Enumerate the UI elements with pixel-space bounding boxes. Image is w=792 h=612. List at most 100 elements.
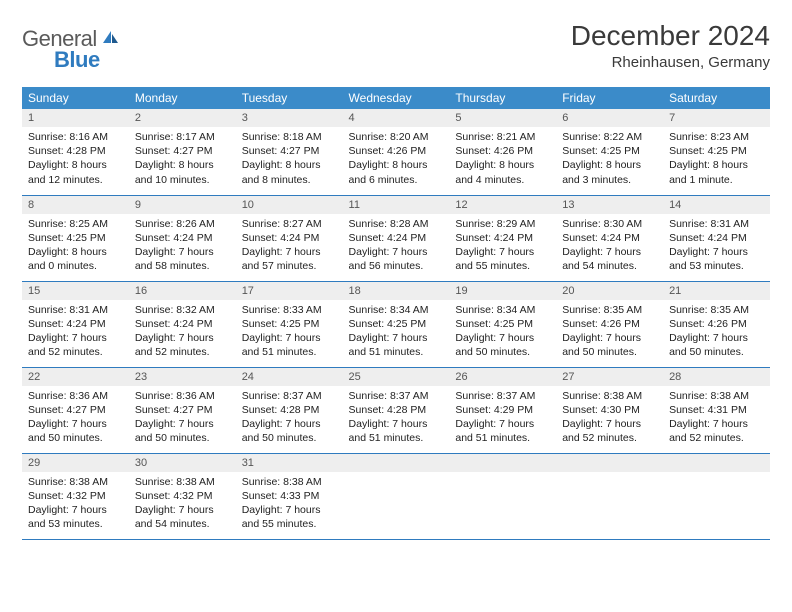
calendar-day-cell: 29Sunrise: 8:38 AMSunset: 4:32 PMDayligh… — [22, 453, 129, 539]
day-data: Sunrise: 8:20 AMSunset: 4:26 PMDaylight:… — [343, 127, 450, 191]
day-header: Monday — [129, 87, 236, 109]
day-data: Sunrise: 8:34 AMSunset: 4:25 PMDaylight:… — [343, 300, 450, 364]
day-data: Sunrise: 8:31 AMSunset: 4:24 PMDaylight:… — [22, 300, 129, 364]
calendar-day-cell: 19Sunrise: 8:34 AMSunset: 4:25 PMDayligh… — [449, 281, 556, 367]
day-data: Sunrise: 8:18 AMSunset: 4:27 PMDaylight:… — [236, 127, 343, 191]
calendar-day-cell: 11Sunrise: 8:28 AMSunset: 4:24 PMDayligh… — [343, 195, 450, 281]
day-data: Sunrise: 8:31 AMSunset: 4:24 PMDaylight:… — [663, 214, 770, 278]
day-data: Sunrise: 8:25 AMSunset: 4:25 PMDaylight:… — [22, 214, 129, 278]
day-number: 5 — [449, 109, 556, 127]
logo-sail-icon — [101, 29, 121, 50]
day-number: 12 — [449, 196, 556, 214]
day-number: 6 — [556, 109, 663, 127]
calendar-day-cell: 3Sunrise: 8:18 AMSunset: 4:27 PMDaylight… — [236, 109, 343, 195]
calendar-week-row: 8Sunrise: 8:25 AMSunset: 4:25 PMDaylight… — [22, 195, 770, 281]
day-number: 13 — [556, 196, 663, 214]
day-header: Wednesday — [343, 87, 450, 109]
day-data: Sunrise: 8:38 AMSunset: 4:31 PMDaylight:… — [663, 386, 770, 450]
day-number: 26 — [449, 368, 556, 386]
day-number: 25 — [343, 368, 450, 386]
calendar-day-cell: 6Sunrise: 8:22 AMSunset: 4:25 PMDaylight… — [556, 109, 663, 195]
calendar-day-cell: 5Sunrise: 8:21 AMSunset: 4:26 PMDaylight… — [449, 109, 556, 195]
title-block: December 2024 Rheinhausen, Germany — [571, 20, 770, 71]
day-header-row: SundayMondayTuesdayWednesdayThursdayFrid… — [22, 87, 770, 109]
day-data: Sunrise: 8:33 AMSunset: 4:25 PMDaylight:… — [236, 300, 343, 364]
day-number: 24 — [236, 368, 343, 386]
calendar-day-cell: 27Sunrise: 8:38 AMSunset: 4:30 PMDayligh… — [556, 367, 663, 453]
calendar-day-cell: 24Sunrise: 8:37 AMSunset: 4:28 PMDayligh… — [236, 367, 343, 453]
calendar-day-cell: 30Sunrise: 8:38 AMSunset: 4:32 PMDayligh… — [129, 453, 236, 539]
calendar-empty-cell — [556, 453, 663, 539]
calendar-week-row: 1Sunrise: 8:16 AMSunset: 4:28 PMDaylight… — [22, 109, 770, 195]
day-data: Sunrise: 8:17 AMSunset: 4:27 PMDaylight:… — [129, 127, 236, 191]
calendar-day-cell: 13Sunrise: 8:30 AMSunset: 4:24 PMDayligh… — [556, 195, 663, 281]
day-data: Sunrise: 8:37 AMSunset: 4:28 PMDaylight:… — [236, 386, 343, 450]
day-number: 2 — [129, 109, 236, 127]
day-number: 18 — [343, 282, 450, 300]
calendar-day-cell: 14Sunrise: 8:31 AMSunset: 4:24 PMDayligh… — [663, 195, 770, 281]
day-header: Thursday — [449, 87, 556, 109]
calendar-day-cell: 22Sunrise: 8:36 AMSunset: 4:27 PMDayligh… — [22, 367, 129, 453]
day-number: 22 — [22, 368, 129, 386]
day-data: Sunrise: 8:21 AMSunset: 4:26 PMDaylight:… — [449, 127, 556, 191]
day-data: Sunrise: 8:37 AMSunset: 4:29 PMDaylight:… — [449, 386, 556, 450]
day-data: Sunrise: 8:29 AMSunset: 4:24 PMDaylight:… — [449, 214, 556, 278]
day-number: 31 — [236, 454, 343, 472]
day-header: Saturday — [663, 87, 770, 109]
day-number: 28 — [663, 368, 770, 386]
calendar-day-cell: 25Sunrise: 8:37 AMSunset: 4:28 PMDayligh… — [343, 367, 450, 453]
day-number: 4 — [343, 109, 450, 127]
logo-text-blue: Blue — [54, 47, 100, 73]
calendar-day-cell: 1Sunrise: 8:16 AMSunset: 4:28 PMDaylight… — [22, 109, 129, 195]
calendar-day-cell: 9Sunrise: 8:26 AMSunset: 4:24 PMDaylight… — [129, 195, 236, 281]
day-number: 17 — [236, 282, 343, 300]
calendar-week-row: 15Sunrise: 8:31 AMSunset: 4:24 PMDayligh… — [22, 281, 770, 367]
day-data: Sunrise: 8:38 AMSunset: 4:32 PMDaylight:… — [129, 472, 236, 536]
calendar-day-cell: 18Sunrise: 8:34 AMSunset: 4:25 PMDayligh… — [343, 281, 450, 367]
calendar-day-cell: 26Sunrise: 8:37 AMSunset: 4:29 PMDayligh… — [449, 367, 556, 453]
day-number: 29 — [22, 454, 129, 472]
calendar-day-cell: 15Sunrise: 8:31 AMSunset: 4:24 PMDayligh… — [22, 281, 129, 367]
day-number: 11 — [343, 196, 450, 214]
day-data: Sunrise: 8:34 AMSunset: 4:25 PMDaylight:… — [449, 300, 556, 364]
day-data: Sunrise: 8:30 AMSunset: 4:24 PMDaylight:… — [556, 214, 663, 278]
day-data: Sunrise: 8:38 AMSunset: 4:30 PMDaylight:… — [556, 386, 663, 450]
day-header: Tuesday — [236, 87, 343, 109]
calendar-day-cell: 4Sunrise: 8:20 AMSunset: 4:26 PMDaylight… — [343, 109, 450, 195]
day-data: Sunrise: 8:16 AMSunset: 4:28 PMDaylight:… — [22, 127, 129, 191]
calendar-day-cell: 16Sunrise: 8:32 AMSunset: 4:24 PMDayligh… — [129, 281, 236, 367]
day-data: Sunrise: 8:27 AMSunset: 4:24 PMDaylight:… — [236, 214, 343, 278]
calendar-empty-cell — [449, 453, 556, 539]
calendar-day-cell: 12Sunrise: 8:29 AMSunset: 4:24 PMDayligh… — [449, 195, 556, 281]
calendar-empty-cell — [663, 453, 770, 539]
day-number: 23 — [129, 368, 236, 386]
day-data: Sunrise: 8:35 AMSunset: 4:26 PMDaylight:… — [663, 300, 770, 364]
day-number: 10 — [236, 196, 343, 214]
day-data: Sunrise: 8:35 AMSunset: 4:26 PMDaylight:… — [556, 300, 663, 364]
location: Rheinhausen, Germany — [571, 54, 770, 71]
calendar-week-row: 29Sunrise: 8:38 AMSunset: 4:32 PMDayligh… — [22, 453, 770, 539]
day-number: 14 — [663, 196, 770, 214]
day-number: 21 — [663, 282, 770, 300]
month-title: December 2024 — [571, 20, 770, 52]
day-number: 15 — [22, 282, 129, 300]
calendar-body: 1Sunrise: 8:16 AMSunset: 4:28 PMDaylight… — [22, 109, 770, 539]
day-header: Friday — [556, 87, 663, 109]
calendar-day-cell: 23Sunrise: 8:36 AMSunset: 4:27 PMDayligh… — [129, 367, 236, 453]
day-data: Sunrise: 8:38 AMSunset: 4:32 PMDaylight:… — [22, 472, 129, 536]
day-number: 3 — [236, 109, 343, 127]
day-number: 8 — [22, 196, 129, 214]
calendar-table: SundayMondayTuesdayWednesdayThursdayFrid… — [22, 87, 770, 540]
day-data: Sunrise: 8:26 AMSunset: 4:24 PMDaylight:… — [129, 214, 236, 278]
day-data: Sunrise: 8:28 AMSunset: 4:24 PMDaylight:… — [343, 214, 450, 278]
calendar-day-cell: 10Sunrise: 8:27 AMSunset: 4:24 PMDayligh… — [236, 195, 343, 281]
calendar-day-cell: 21Sunrise: 8:35 AMSunset: 4:26 PMDayligh… — [663, 281, 770, 367]
day-data: Sunrise: 8:32 AMSunset: 4:24 PMDaylight:… — [129, 300, 236, 364]
day-number: 20 — [556, 282, 663, 300]
day-number: 19 — [449, 282, 556, 300]
day-number: 27 — [556, 368, 663, 386]
calendar-day-cell: 17Sunrise: 8:33 AMSunset: 4:25 PMDayligh… — [236, 281, 343, 367]
day-data: Sunrise: 8:23 AMSunset: 4:25 PMDaylight:… — [663, 127, 770, 191]
day-data: Sunrise: 8:36 AMSunset: 4:27 PMDaylight:… — [22, 386, 129, 450]
calendar-day-cell: 31Sunrise: 8:38 AMSunset: 4:33 PMDayligh… — [236, 453, 343, 539]
